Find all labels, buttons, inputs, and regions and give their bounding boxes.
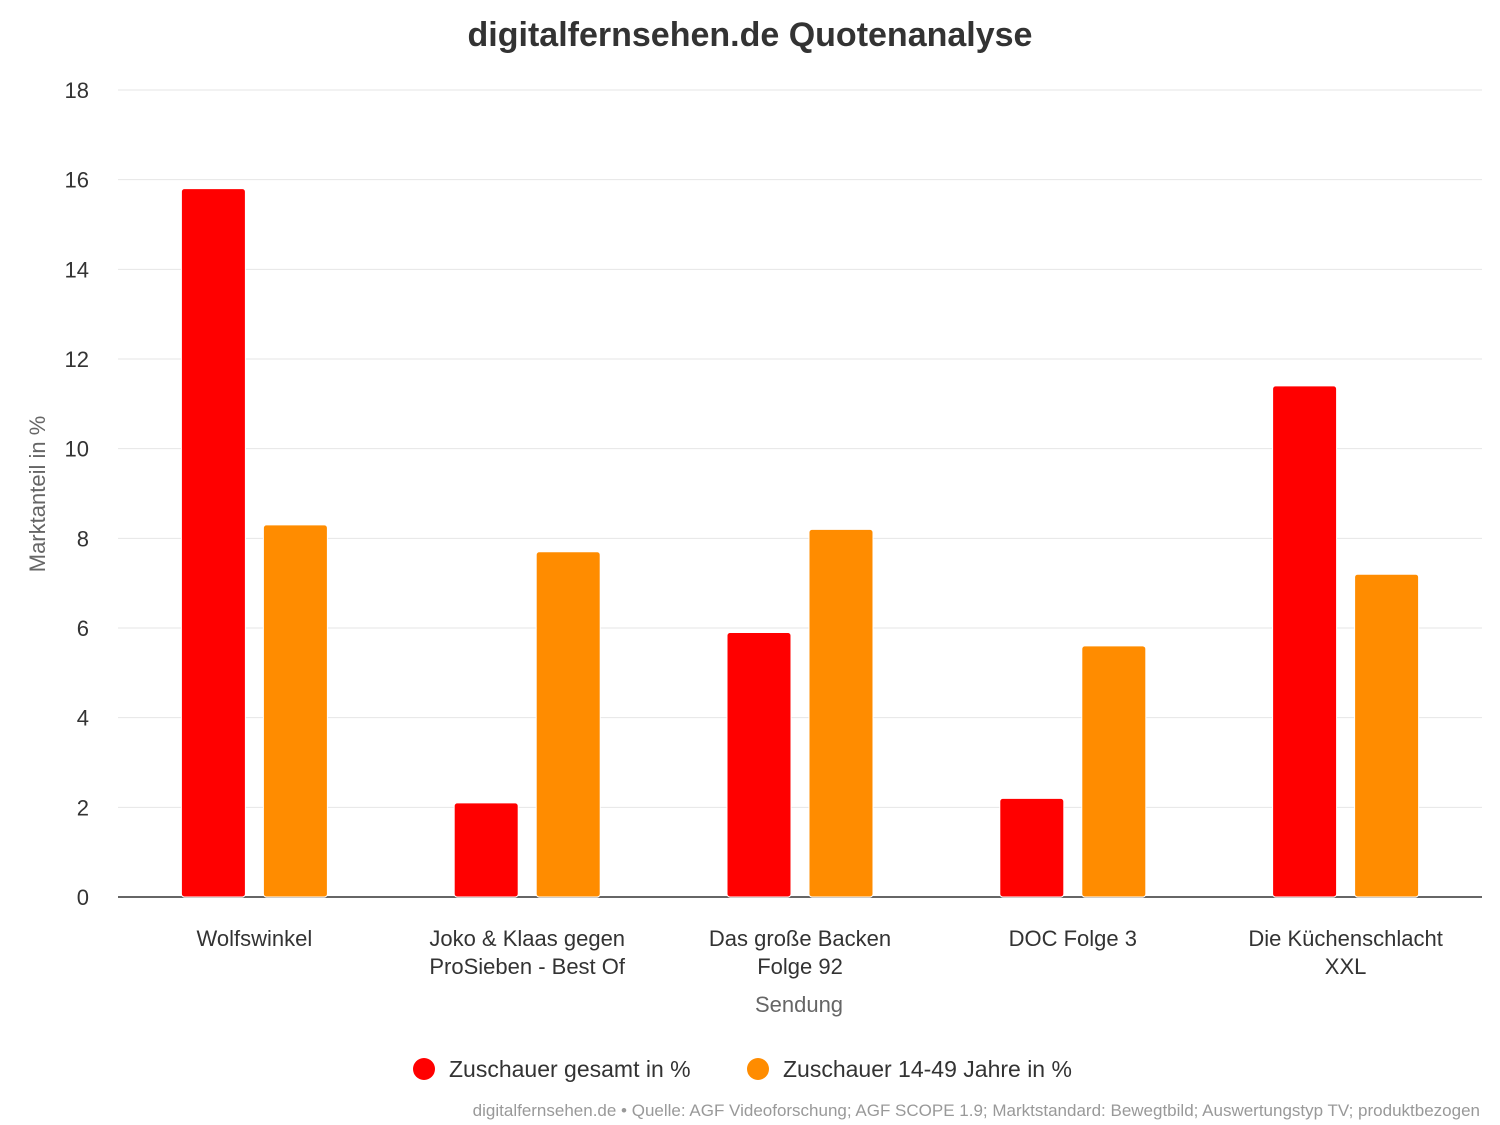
x-category-line: Wolfswinkel [197,926,313,951]
bar-gesamt-0[interactable] [180,188,246,898]
grid-lines [118,89,1482,898]
legend-item-14-49[interactable]: Zuschauer 14-49 Jahre in % [747,1056,1072,1082]
bar-14-49-4[interactable] [1354,573,1420,898]
x-category-label: Wolfswinkel [197,926,313,951]
x-category-label: Das große Backen Folge 92 [709,926,891,979]
bar-gesamt-3[interactable] [999,797,1065,898]
x-axis-labels: Wolfswinkel Joko & Klaas gegen ProSieben -… [197,926,1443,979]
y-tick-label: 14 [65,257,89,282]
y-tick-label: 6 [77,616,89,641]
legend-item-gesamt[interactable]: Zuschauer gesamt in % [413,1056,691,1082]
chart-title: digitalfernsehen.de Quotenanalyse [468,16,1033,54]
y-tick-label: 12 [65,347,89,372]
legend[interactable]: Zuschauer gesamt in % Zuschauer 14-49 Jah… [413,1056,1072,1082]
x-category-line: Joko & Klaas gegen [429,926,625,951]
bars [180,188,1420,898]
x-axis-title: Sendung [755,992,843,1017]
y-tick-label: 16 [65,168,89,193]
x-category-line: XXL [1325,954,1367,979]
bar-gesamt-4[interactable] [1272,385,1338,898]
y-axis-ticks: 0 2 4 6 8 10 12 14 16 18 [65,78,89,910]
y-tick-label: 4 [77,706,89,731]
y-tick-label: 8 [77,526,89,551]
bar-14-49-1[interactable] [535,551,601,898]
x-category-line: Folge 92 [757,954,843,979]
y-tick-label: 18 [65,78,89,103]
legend-label: Zuschauer 14-49 Jahre in % [783,1056,1072,1082]
bar-14-49-3[interactable] [1081,645,1147,898]
y-tick-label: 10 [65,437,89,462]
x-category-label: DOC Folge 3 [1009,926,1137,951]
x-category-line: DOC Folge 3 [1009,926,1137,951]
bar-14-49-2[interactable] [808,528,874,898]
x-category-line: ProSieben - Best Of [429,954,626,979]
chart-credits[interactable]: digitalfernsehen.de • Quelle: AGF Videof… [473,1101,1480,1120]
legend-label: Zuschauer gesamt in % [449,1056,691,1082]
legend-marker [747,1058,769,1080]
bar-14-49-0[interactable] [262,524,328,898]
y-tick-label: 2 [77,795,89,820]
bar-gesamt-1[interactable] [453,802,519,898]
x-category-line: Das große Backen [709,926,891,951]
bar-gesamt-2[interactable] [726,631,792,898]
y-tick-label: 0 [77,885,89,910]
legend-marker [413,1058,435,1080]
x-category-label: Die Küchenschlacht XXL [1248,926,1442,979]
x-category-line: Die Küchenschlacht [1248,926,1442,951]
y-axis-title: Marktanteil in % [25,416,50,573]
x-category-label: Joko & Klaas gegen ProSieben - Best Of [429,926,626,979]
